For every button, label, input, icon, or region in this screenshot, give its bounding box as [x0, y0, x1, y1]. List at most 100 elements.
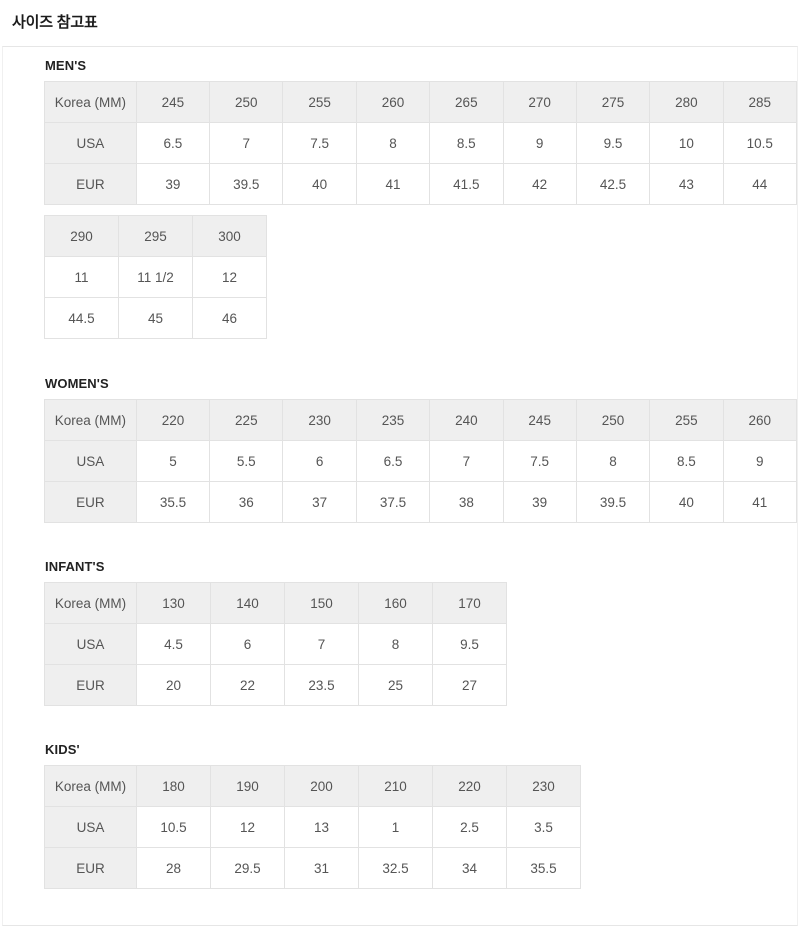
row-korea-cell: 250	[575, 399, 651, 441]
table-row: USA 10.5 12 13 1 2.5 3.5	[44, 806, 581, 848]
row-usa-cell: 8	[355, 122, 431, 164]
row-eur-label: EUR	[44, 664, 137, 706]
row-eur-cell: 42.5	[575, 163, 651, 205]
page-title: 사이즈 참고표	[12, 14, 98, 31]
row-korea-cell: 290	[44, 215, 119, 257]
row-usa-cell: 5.5	[209, 440, 284, 482]
row-usa-cell: 1	[358, 806, 433, 848]
row-usa-cell: 10.5	[136, 806, 211, 848]
row-korea-cell: 240	[429, 399, 504, 441]
row-usa-cell: 4.5	[136, 623, 211, 665]
row-usa-cell: 5	[135, 440, 211, 482]
row-eur-cell: 39.5	[575, 481, 651, 523]
row-korea-cell: 270	[502, 81, 577, 123]
content-frame: MEN'S Korea (MM) 245 250 255 260 265 270 275 280 2…	[2, 46, 798, 926]
row-usa-cell: 11 1/2	[118, 256, 193, 298]
row-korea-cell: 140	[210, 582, 285, 624]
row-eur-cell: 39	[135, 163, 211, 205]
row-korea-cell: 275	[575, 81, 651, 123]
section-mens: MEN'S Korea (MM) 245 250 255 260 265 270 275 280 2…	[44, 58, 798, 339]
section-title-infants: INFANT'S	[45, 559, 105, 574]
row-eur-cell: 45	[118, 297, 193, 339]
table-row: USA 6.5 7 7.5 8 8.5 9 9.5 10 10.5	[44, 122, 798, 164]
row-eur-cell: 40	[282, 163, 357, 205]
row-korea-cell: 255	[649, 399, 724, 441]
row-eur-cell: 29.5	[210, 847, 285, 889]
row-korea-cell: 260	[355, 81, 431, 123]
row-eur-cell: 36	[209, 481, 284, 523]
row-korea-cell: 230	[506, 765, 581, 807]
row-eur-cell: 28	[136, 847, 211, 889]
section-title-womens: WOMEN'S	[45, 376, 109, 391]
row-eur-cell: 41	[355, 163, 431, 205]
table-row: Korea (MM) 130 140 150 160 170	[44, 582, 507, 624]
row-eur-cell: 35.5	[506, 847, 581, 889]
row-usa-cell: 7	[209, 122, 284, 164]
section-title-mens: MEN'S	[45, 58, 87, 73]
row-usa-label: USA	[44, 623, 137, 665]
row-usa-label: USA	[44, 122, 137, 164]
row-usa-cell: 8.5	[429, 122, 504, 164]
row-korea-cell: 170	[432, 582, 507, 624]
row-korea-cell: 235	[355, 399, 431, 441]
row-korea-cell: 255	[282, 81, 357, 123]
row-korea-cell: 245	[135, 81, 211, 123]
section-gap	[44, 339, 797, 376]
row-eur-cell: 37	[282, 481, 357, 523]
row-korea-cell: 190	[210, 765, 285, 807]
size-table-mens: Korea (MM) 245 250 255 260 265 270 275 280 285 USA…	[44, 81, 798, 205]
row-usa-cell: 7.5	[502, 440, 577, 482]
section-womens: WOMEN'S Korea (MM) 220 225 230 235 240 245 250 25…	[44, 376, 798, 523]
size-table-womens: Korea (MM) 220 225 230 235 240 245 250 255 260 USA…	[44, 399, 798, 523]
row-usa-cell: 12	[192, 256, 267, 298]
row-eur-cell: 31	[284, 847, 359, 889]
row-eur-label: EUR	[44, 847, 137, 889]
row-usa-cell: 8	[358, 623, 433, 665]
row-usa-cell: 11	[44, 256, 119, 298]
row-usa-cell: 8.5	[649, 440, 724, 482]
table-row: Korea (MM) 245 250 255 260 265 270 275 280 285	[44, 81, 798, 123]
size-table-mens-cont: 290 295 300 11 11 1/2 12 44.5 45 46	[44, 215, 267, 339]
row-eur-cell: 37.5	[355, 481, 431, 523]
table-gap	[44, 205, 797, 215]
row-eur-cell: 35.5	[135, 481, 211, 523]
row-usa-cell: 13	[284, 806, 359, 848]
table-row: 44.5 45 46	[44, 297, 267, 339]
row-korea-cell: 150	[284, 582, 359, 624]
row-korea-cell: 180	[136, 765, 211, 807]
row-korea-cell: 200	[284, 765, 359, 807]
row-usa-label: USA	[44, 806, 137, 848]
row-korea-cell: 220	[135, 399, 211, 441]
row-korea-cell: 245	[502, 399, 577, 441]
row-eur-cell: 40	[649, 481, 724, 523]
row-korea-label: Korea (MM)	[44, 399, 137, 441]
row-usa-cell: 7.5	[282, 122, 357, 164]
row-korea-cell: 130	[136, 582, 211, 624]
row-korea-cell: 220	[432, 765, 507, 807]
row-korea-cell: 225	[209, 399, 284, 441]
row-eur-cell: 43	[649, 163, 724, 205]
row-korea-cell: 230	[282, 399, 357, 441]
row-korea-cell: 300	[192, 215, 267, 257]
row-usa-cell: 6.5	[135, 122, 211, 164]
section-gap	[44, 523, 797, 559]
row-eur-cell: 22	[210, 664, 285, 706]
row-eur-label: EUR	[44, 163, 137, 205]
row-eur-cell: 44.5	[44, 297, 119, 339]
table-row: Korea (MM) 220 225 230 235 240 245 250 255 260	[44, 399, 798, 441]
table-row: 11 11 1/2 12	[44, 256, 267, 298]
table-row: USA 5 5.5 6 6.5 7 7.5 8 8.5 9	[44, 440, 798, 482]
table-row: Korea (MM) 180 190 200 210 220 230	[44, 765, 581, 807]
row-eur-cell: 39	[502, 481, 577, 523]
row-usa-cell: 6.5	[355, 440, 431, 482]
row-eur-cell: 39.5	[209, 163, 284, 205]
table-row: 290 295 300	[44, 215, 267, 257]
row-korea-cell: 265	[429, 81, 504, 123]
row-korea-cell: 210	[358, 765, 433, 807]
section-title-kids: KIDS'	[45, 742, 80, 757]
row-usa-cell: 3.5	[506, 806, 581, 848]
row-usa-cell: 6	[282, 440, 357, 482]
row-usa-cell: 10.5	[722, 122, 798, 164]
row-usa-cell: 7	[284, 623, 359, 665]
